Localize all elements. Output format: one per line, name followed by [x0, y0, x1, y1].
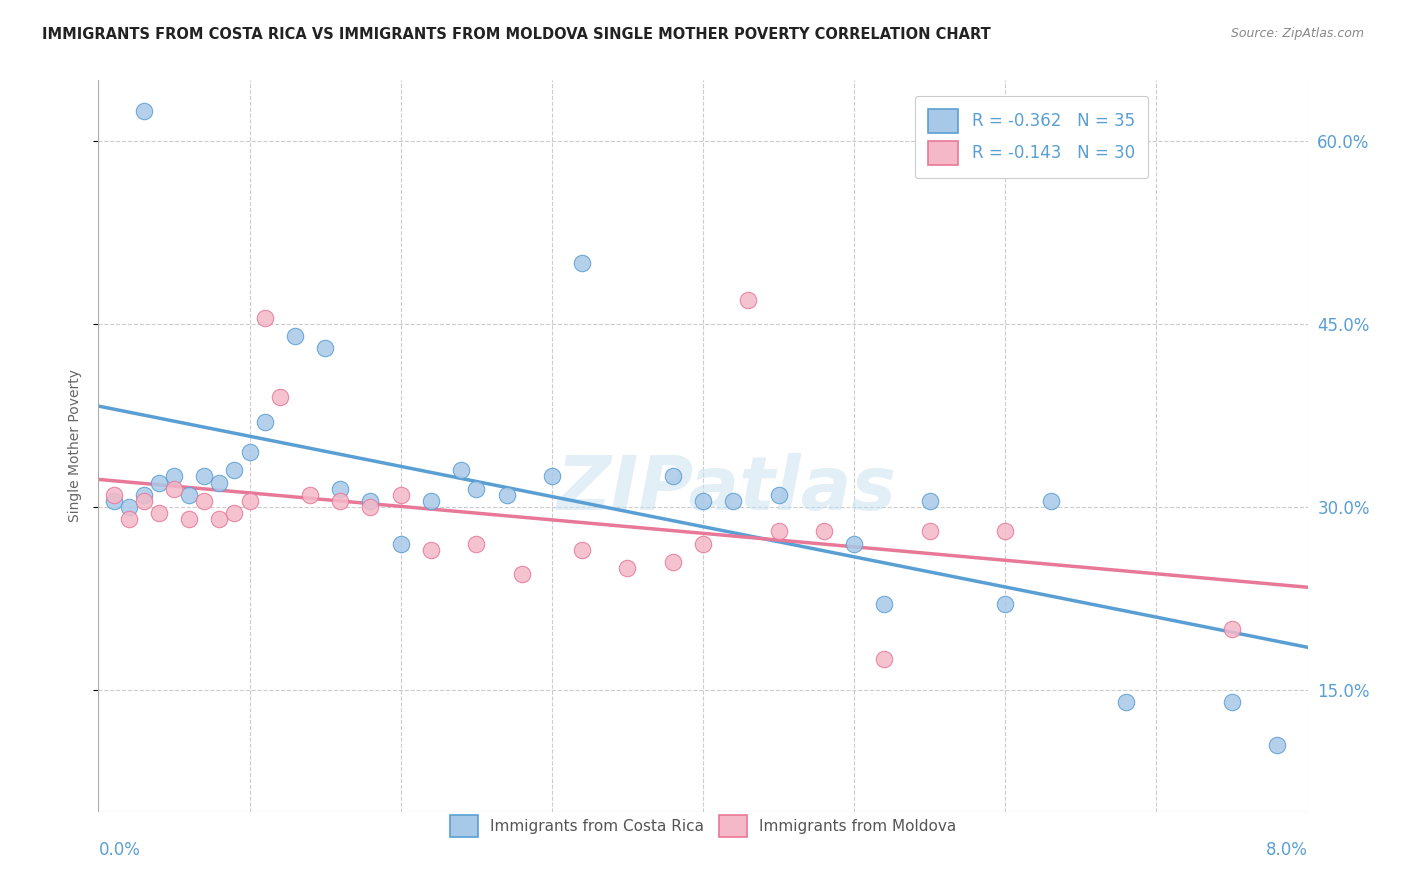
Y-axis label: Single Mother Poverty: Single Mother Poverty [69, 369, 83, 523]
Point [360, 493, 382, 508]
Point [269, 390, 291, 404]
Point [844, 536, 866, 550]
Point [510, 567, 533, 582]
Point [616, 561, 638, 575]
Point [389, 536, 412, 550]
Text: IMMIGRANTS FROM COSTA RICA VS IMMIGRANTS FROM MOLDOVA SINGLE MOTHER POVERTY CORR: IMMIGRANTS FROM COSTA RICA VS IMMIGRANTS… [42, 27, 991, 42]
Point [239, 493, 262, 508]
Point [918, 524, 941, 539]
Point [132, 103, 155, 118]
Point [1220, 695, 1243, 709]
Point [661, 555, 683, 569]
Point [1220, 622, 1243, 636]
Point [193, 493, 215, 508]
Point [813, 524, 835, 539]
Point [103, 493, 125, 508]
Point [179, 512, 201, 526]
Point [571, 256, 593, 270]
Point [118, 500, 141, 514]
Point [132, 493, 155, 508]
Legend: Immigrants from Costa Rica, Immigrants from Moldova: Immigrants from Costa Rica, Immigrants f… [443, 807, 963, 845]
Point [329, 493, 352, 508]
Text: ZIPatlas: ZIPatlas [557, 453, 897, 526]
Point [329, 482, 352, 496]
Point [103, 488, 125, 502]
Point [148, 506, 170, 520]
Text: 0.0%: 0.0% [98, 841, 141, 859]
Point [873, 598, 896, 612]
Point [994, 598, 1017, 612]
Point [450, 463, 472, 477]
Point [299, 488, 322, 502]
Point [1115, 695, 1137, 709]
Point [208, 512, 231, 526]
Point [163, 482, 186, 496]
Text: Source: ZipAtlas.com: Source: ZipAtlas.com [1230, 27, 1364, 40]
Point [118, 512, 141, 526]
Point [253, 310, 276, 325]
Point [284, 329, 307, 343]
Point [571, 542, 593, 557]
Text: 8.0%: 8.0% [1265, 841, 1308, 859]
Point [224, 463, 246, 477]
Point [314, 342, 336, 356]
Point [465, 536, 488, 550]
Point [224, 506, 246, 520]
Point [1039, 493, 1062, 508]
Point [179, 488, 201, 502]
Point [420, 493, 443, 508]
Point [465, 482, 488, 496]
Point [994, 524, 1017, 539]
Point [148, 475, 170, 490]
Point [495, 488, 517, 502]
Point [239, 445, 262, 459]
Point [737, 293, 759, 307]
Point [208, 475, 231, 490]
Point [540, 469, 562, 483]
Point [873, 652, 896, 666]
Point [253, 415, 276, 429]
Point [768, 524, 790, 539]
Point [768, 488, 790, 502]
Point [692, 536, 714, 550]
Point [360, 500, 382, 514]
Point [163, 469, 186, 483]
Point [193, 469, 215, 483]
Point [1267, 738, 1289, 752]
Point [389, 488, 412, 502]
Point [661, 469, 683, 483]
Point [132, 488, 155, 502]
Point [692, 493, 714, 508]
Point [723, 493, 745, 508]
Point [918, 493, 941, 508]
Point [420, 542, 443, 557]
